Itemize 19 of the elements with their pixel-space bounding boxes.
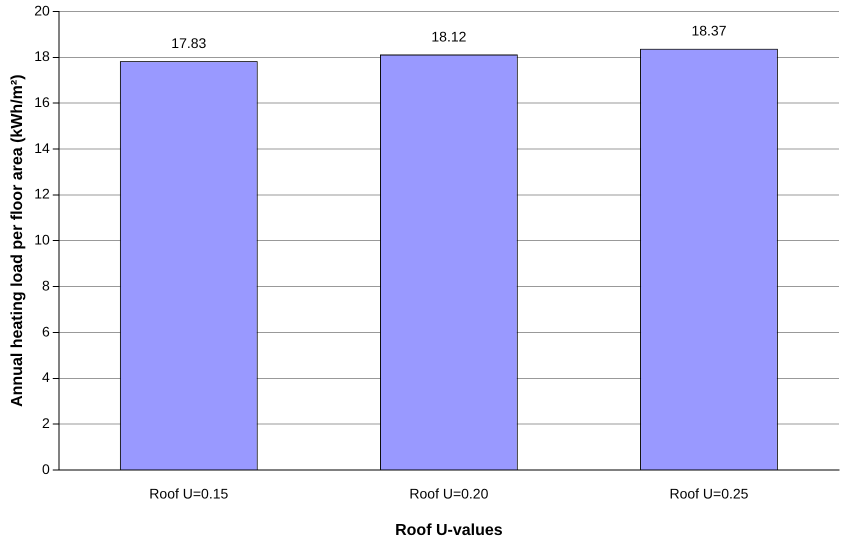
y-tick-label: 4 bbox=[42, 369, 50, 386]
y-axis-title: Annual heating load per floor area (kWh/m²) bbox=[9, 74, 26, 407]
data-label: 18.12 bbox=[431, 28, 467, 44]
data-label: 18.37 bbox=[691, 22, 727, 39]
y-tick-label: 6 bbox=[42, 323, 50, 340]
y-tick-label: 0 bbox=[42, 460, 50, 477]
y-tick-label: 12 bbox=[34, 186, 50, 202]
x-tick-label: Roof U=0.20 bbox=[409, 485, 489, 502]
y-tick-label: 8 bbox=[42, 277, 50, 294]
data-label: 17.83 bbox=[171, 35, 207, 52]
y-tick-label: 16 bbox=[34, 94, 50, 110]
y-tick-label: 18 bbox=[34, 48, 50, 64]
y-tick-label: 14 bbox=[34, 140, 50, 156]
y-tick-label: 10 bbox=[34, 232, 50, 248]
x-tick-label: Roof U=0.15 bbox=[149, 485, 229, 502]
y-tick-label: 2 bbox=[42, 415, 50, 431]
x-tick-label: Roof U=0.25 bbox=[669, 485, 749, 502]
x-axis-title: Roof U-values bbox=[395, 522, 503, 539]
y-tick-label: 20 bbox=[34, 2, 50, 18]
